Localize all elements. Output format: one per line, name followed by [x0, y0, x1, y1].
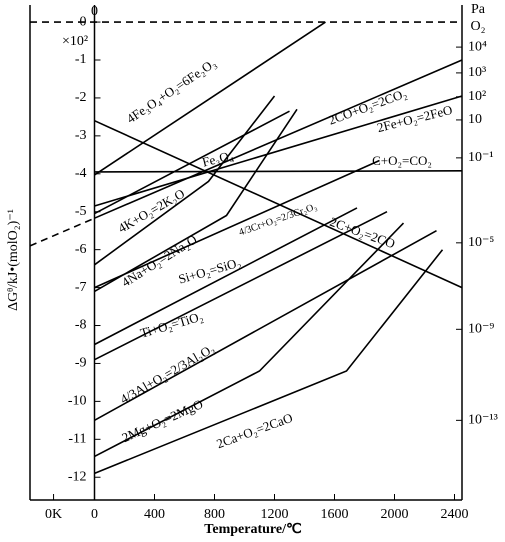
- reaction-label: C+O₂=CO₂: [372, 153, 432, 168]
- x-tick-label: 800: [204, 507, 225, 522]
- y2-tick-label: 10⁻¹: [468, 150, 494, 165]
- y-tick-label: -3: [75, 128, 87, 143]
- reaction-line: [94, 21, 326, 176]
- x-tick-label: 1600: [321, 507, 349, 522]
- x-axis-label: Temperature/℃: [204, 522, 302, 537]
- y2-tick-label: 10⁻⁵: [468, 235, 494, 250]
- x-tick-label: 1200: [261, 507, 289, 522]
- reaction-line: [94, 108, 298, 293]
- y2-tick-label: 10: [468, 112, 482, 127]
- reaction-label: 2Ca+O₂=2CaO: [214, 410, 294, 451]
- x2-tick-label: 0: [91, 4, 98, 19]
- y-tick-label: -5: [75, 204, 87, 219]
- y-tick-label: -4: [75, 166, 87, 181]
- y-tick-label: -12: [68, 469, 87, 484]
- y-tick-label: -2: [75, 90, 87, 105]
- reaction-label: 4/3Al+O₂=2/3Al₂O₃: [117, 341, 217, 407]
- y2-tick-label: 10²: [468, 89, 486, 104]
- reaction-label: Si+O₂=SiO₂: [177, 254, 243, 286]
- y-unit-label: ×10²: [62, 34, 88, 49]
- y2-tick-label: 10⁻¹³: [468, 413, 498, 428]
- y-tick-label: -6: [75, 242, 87, 257]
- reaction-line: [94, 95, 276, 266]
- y2-axis-sublabel: O₂: [471, 19, 486, 34]
- reaction-line: [94, 170, 463, 173]
- y2-tick-label: 10³: [468, 65, 486, 80]
- reaction-line: [94, 222, 405, 458]
- y2-tick-label: 10⁻⁹: [468, 322, 494, 337]
- reaction-line: [94, 210, 388, 361]
- x-tick-label: 400: [144, 507, 165, 522]
- reaction-label: Ti+O₂=TiO₂: [138, 308, 204, 340]
- x-tick-label: 0: [91, 507, 98, 522]
- y2-tick-label: 10⁴: [468, 39, 487, 54]
- reaction-line: [94, 119, 463, 289]
- reaction-label: 2C+O₂=2CO: [328, 214, 397, 251]
- reaction-line: [94, 110, 290, 215]
- y-tick-label: -10: [68, 394, 87, 409]
- y-axis-label: ΔGᶿ/kJ•(molO₂)⁻¹: [6, 209, 21, 311]
- y2-axis-label: Pa: [471, 2, 486, 17]
- reaction-line: [94, 159, 380, 289]
- reaction-line: [94, 207, 358, 346]
- y-tick-label: -7: [75, 280, 87, 295]
- y-tick-label: -11: [68, 432, 86, 447]
- y-tick-label: -1: [75, 52, 87, 67]
- reaction-label: 4Fe₃O₄+O₂=6Fe₂O₃: [124, 55, 219, 126]
- reaction-line: [94, 59, 463, 219]
- reaction-label: 4/3Cr+O₂=2/3Cr₂O₃: [237, 201, 318, 238]
- reaction-line: [94, 249, 444, 475]
- reaction-line: [94, 95, 463, 207]
- y-tick-label: -9: [75, 356, 87, 371]
- reaction-label: Fe₃O₄: [201, 147, 236, 169]
- x-tick-label: 2400: [441, 507, 469, 522]
- x-tick-label: 2000: [381, 507, 409, 522]
- reaction-line: [94, 230, 437, 421]
- x-tick-label: 0K: [45, 507, 62, 522]
- y-tick-label: -8: [75, 318, 87, 333]
- reaction-label: 2Mg+O₂=2MgO: [120, 396, 206, 445]
